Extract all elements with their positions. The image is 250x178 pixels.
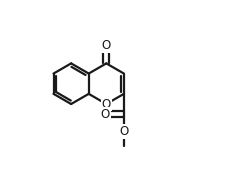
Text: O: O <box>102 39 111 52</box>
Text: O: O <box>102 98 111 111</box>
Text: O: O <box>100 108 110 121</box>
Text: O: O <box>119 125 128 138</box>
